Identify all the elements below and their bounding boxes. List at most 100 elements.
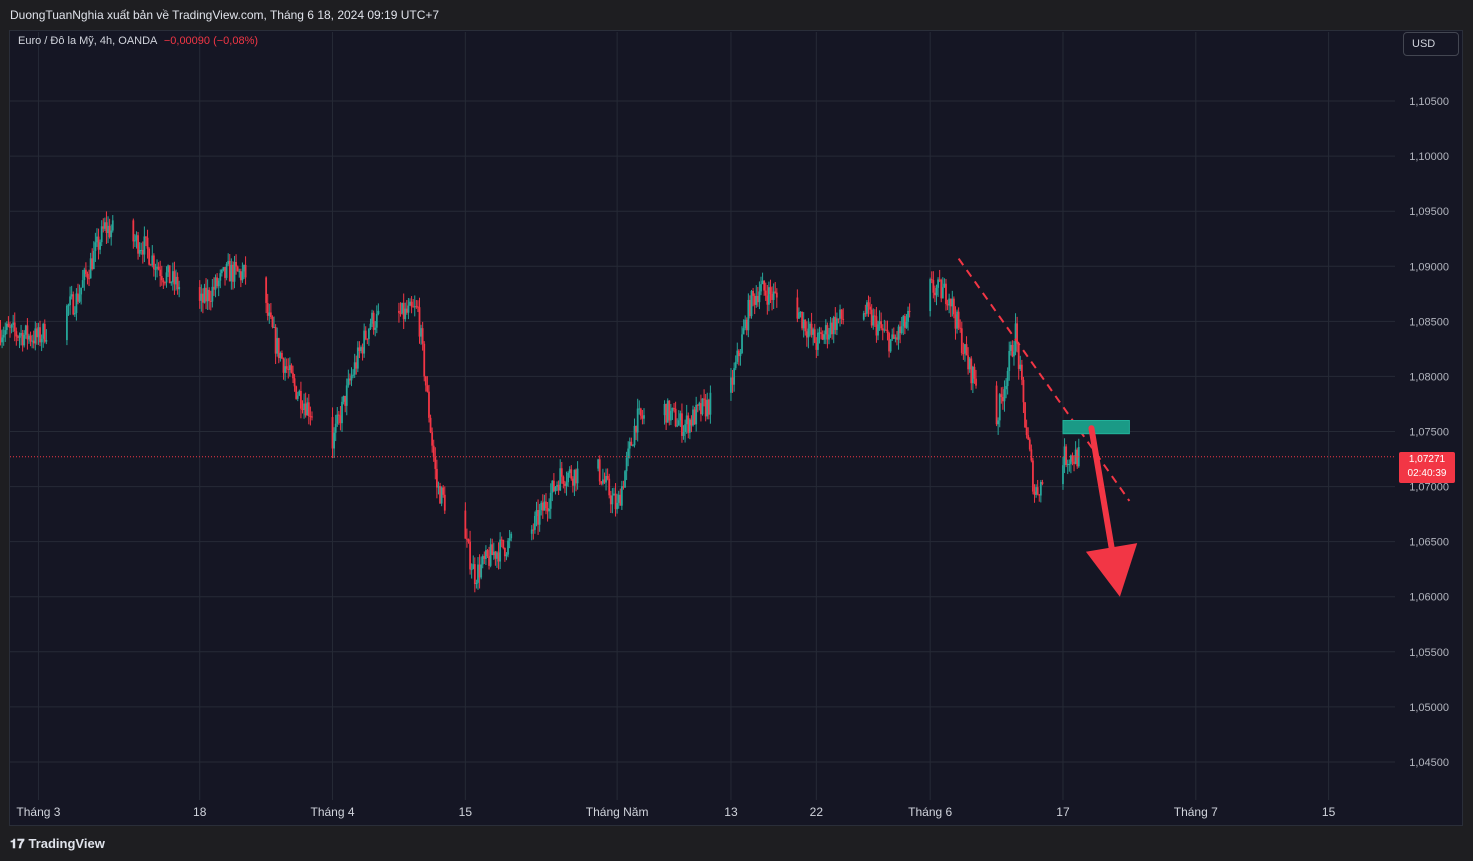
candle-body bbox=[0, 330, 2, 343]
candle-body bbox=[80, 287, 83, 295]
candle bbox=[222, 267, 225, 272]
candle bbox=[271, 315, 274, 329]
time-tick: 17 bbox=[1056, 805, 1070, 819]
candle bbox=[165, 266, 168, 288]
candle-body bbox=[1076, 449, 1079, 467]
candle-body bbox=[410, 301, 413, 307]
candle-body bbox=[632, 445, 634, 447]
candle-body bbox=[371, 312, 373, 324]
candle-body bbox=[1024, 402, 1026, 428]
currency-button[interactable]: USD bbox=[1403, 32, 1459, 56]
candle-body bbox=[1017, 343, 1020, 369]
candle-body bbox=[241, 271, 244, 281]
brand-name: TradingView bbox=[28, 836, 105, 851]
candle-body bbox=[817, 332, 819, 350]
candle-body bbox=[361, 347, 364, 354]
candle bbox=[554, 486, 557, 495]
candle bbox=[973, 363, 976, 384]
candle-body bbox=[703, 398, 705, 400]
candle bbox=[375, 305, 378, 334]
candle bbox=[935, 284, 938, 306]
candle-body bbox=[872, 315, 875, 326]
candle-body bbox=[636, 408, 639, 433]
candle-body bbox=[971, 366, 974, 384]
candle bbox=[292, 365, 294, 384]
candle-body bbox=[342, 396, 345, 402]
candle-body bbox=[932, 280, 935, 293]
candle-body bbox=[616, 502, 619, 510]
candle-body bbox=[201, 293, 204, 303]
footer-brand[interactable]: 𝟏𝟕 TradingView bbox=[10, 836, 105, 852]
candle-body bbox=[439, 486, 441, 504]
candle bbox=[132, 218, 135, 249]
candle-body bbox=[1038, 494, 1041, 496]
candle-body bbox=[91, 258, 94, 269]
candle bbox=[641, 409, 644, 425]
candle-body bbox=[970, 358, 973, 384]
candle-body bbox=[938, 279, 941, 281]
candle-body bbox=[1069, 455, 1072, 464]
candle-body bbox=[543, 501, 546, 511]
candle-body bbox=[541, 502, 544, 511]
candle-body bbox=[216, 277, 219, 287]
candle bbox=[363, 323, 366, 358]
candle bbox=[768, 281, 770, 312]
candle bbox=[28, 333, 30, 344]
candle-body bbox=[998, 394, 1001, 421]
candle-body bbox=[554, 486, 557, 492]
candle-body bbox=[679, 413, 682, 421]
candle bbox=[350, 367, 353, 387]
candle-body bbox=[307, 402, 310, 417]
candle-body bbox=[489, 544, 492, 566]
candle-body bbox=[141, 249, 144, 255]
candle bbox=[570, 465, 573, 481]
candle bbox=[730, 368, 732, 401]
candle bbox=[287, 358, 290, 379]
candle bbox=[575, 468, 577, 492]
candle-body bbox=[333, 432, 336, 449]
candle bbox=[696, 404, 699, 413]
candle-body bbox=[764, 290, 767, 296]
candle-body bbox=[820, 332, 822, 334]
candle bbox=[4, 322, 7, 342]
candle-body bbox=[813, 329, 816, 343]
candle-body bbox=[894, 337, 897, 339]
symbol-legend[interactable]: Euro / Đô la Mỹ, 4h, OANDA −0,00090 (−0,… bbox=[18, 35, 258, 47]
candle-body bbox=[309, 416, 312, 418]
candle bbox=[643, 408, 645, 425]
candle-body bbox=[271, 316, 274, 328]
candle-body bbox=[706, 399, 709, 417]
candle bbox=[639, 407, 642, 420]
candle bbox=[26, 318, 29, 350]
candle bbox=[410, 296, 413, 314]
candle bbox=[537, 499, 539, 535]
candle bbox=[968, 357, 971, 373]
candle bbox=[141, 241, 144, 264]
bar-countdown: 02:40:39 bbox=[1407, 468, 1447, 479]
chart-pane[interactable] bbox=[9, 30, 1463, 826]
time-tick: 18 bbox=[193, 805, 207, 819]
candle bbox=[744, 315, 747, 331]
candle-body bbox=[466, 538, 468, 540]
candle-body bbox=[867, 302, 870, 307]
candle-body bbox=[111, 220, 114, 231]
candle-body bbox=[507, 540, 509, 555]
candle-body bbox=[437, 486, 440, 488]
candle bbox=[896, 331, 898, 346]
candle-body bbox=[404, 308, 407, 320]
candle bbox=[505, 552, 508, 561]
candle bbox=[957, 307, 960, 331]
candle bbox=[352, 369, 354, 379]
candle bbox=[532, 523, 535, 540]
candle-body bbox=[135, 235, 138, 241]
candle bbox=[344, 395, 347, 413]
candle-body bbox=[628, 441, 631, 449]
candle-body bbox=[89, 258, 92, 279]
candle-body bbox=[1025, 427, 1028, 436]
candle-body bbox=[339, 415, 342, 424]
candle-body bbox=[707, 399, 710, 415]
time-tick: Tháng 4 bbox=[311, 805, 355, 819]
time-tick: Tháng 7 bbox=[1174, 805, 1218, 819]
candle bbox=[834, 307, 837, 335]
